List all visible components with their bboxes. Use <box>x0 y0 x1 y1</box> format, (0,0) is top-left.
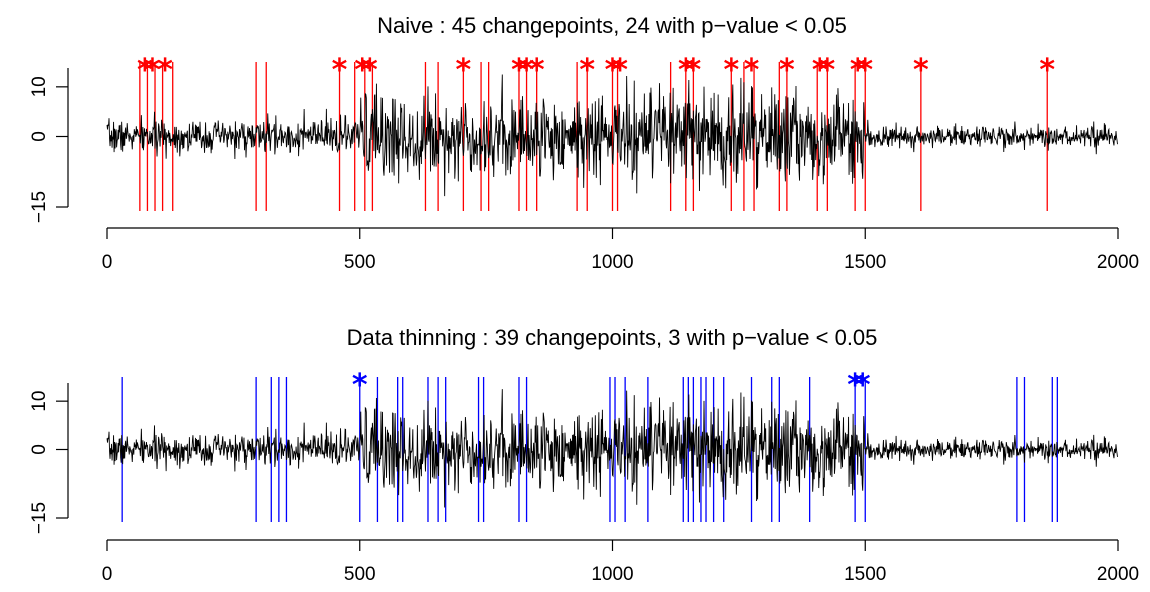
naive-x-tick-label: 1000 <box>591 252 633 273</box>
naive-title: Naive : 45 changepoints, 24 with p−value… <box>377 13 847 38</box>
naive-significant-marker: * <box>779 53 795 88</box>
thinning-x-tick-label: 1000 <box>591 564 633 585</box>
naive-axes: −15 0 10 0 500 1000 1500 2000 <box>29 68 1139 273</box>
naive-significant-marker: * <box>157 53 173 88</box>
naive-significant-marker: * <box>605 53 621 88</box>
naive-significant-marker: * <box>678 53 694 88</box>
thinning-series <box>106 389 1118 508</box>
naive-significant-marker: * <box>913 53 929 88</box>
thinning-title: Data thinning : 39 changepoints, 3 with … <box>347 325 878 350</box>
naive-significant-marker: * <box>145 53 161 88</box>
naive-significant-marker: * <box>857 53 873 88</box>
naive-significant-marker: * <box>579 53 595 88</box>
thinning-axes: −15 0 10 0 500 1000 1500 2000 <box>29 383 1139 585</box>
thinning-x-tick-label: 500 <box>344 564 376 585</box>
naive-significant-marker: * <box>744 53 760 88</box>
naive-significant-marker: * <box>612 53 628 88</box>
naive-significant-marker: * <box>1039 53 1055 88</box>
naive-y-tick-label: 10 <box>29 76 50 97</box>
naive-significant-marker: * <box>519 53 535 88</box>
naive-significant-marker: * <box>332 53 348 88</box>
naive-y-tick-label: 0 <box>29 131 50 142</box>
naive-significant-marker: * <box>850 53 866 88</box>
naive-time-series-line <box>106 74 1118 197</box>
thinning-y-tick-label: 0 <box>29 444 50 455</box>
thinning-x-tick-label: 2000 <box>1097 564 1139 585</box>
thinning-y-tick-label: −15 <box>29 502 50 534</box>
naive-significant-marker: * <box>456 53 472 88</box>
thinning-x-tick-label: 0 <box>102 564 113 585</box>
thinning-panel: Data thinning : 39 changepoints, 3 with … <box>29 325 1139 585</box>
naive-significant-marker: * <box>354 53 370 88</box>
thinning-time-series-line <box>106 389 1118 508</box>
naive-x-tick-label: 0 <box>102 252 113 273</box>
naive-significant-marker: * <box>362 53 378 88</box>
naive-x-tick-label: 500 <box>344 252 376 273</box>
naive-x-tick-label: 2000 <box>1097 252 1139 273</box>
thinning-x-tick-label: 1500 <box>844 564 886 585</box>
thinning-significant-marker: * <box>352 368 368 403</box>
naive-x-tick-label: 1500 <box>844 252 886 273</box>
naive-significant-marker: * <box>686 53 702 88</box>
naive-significant-marker: * <box>137 53 153 88</box>
naive-significant-marker: * <box>819 53 835 88</box>
naive-significant-marker: * <box>812 53 828 88</box>
naive-significant-marker: * <box>511 53 527 88</box>
naive-y-tick-label: −15 <box>29 191 50 223</box>
naive-series <box>106 74 1118 197</box>
thinning-significant-marker: * <box>847 368 863 403</box>
thinning-y-tick-label: 10 <box>29 391 50 412</box>
thinning-significant-marker: * <box>855 368 871 403</box>
thinning-significant-markers: * ** <box>352 368 871 403</box>
naive-panel: Naive : 45 changepoints, 24 with p−value… <box>29 13 1139 273</box>
naive-significant-marker: * <box>723 53 739 88</box>
naive-significant-markers: *** * ** * *** * ** ** * * * ** ** * * <box>137 53 1055 88</box>
naive-significant-marker: * <box>529 53 545 88</box>
